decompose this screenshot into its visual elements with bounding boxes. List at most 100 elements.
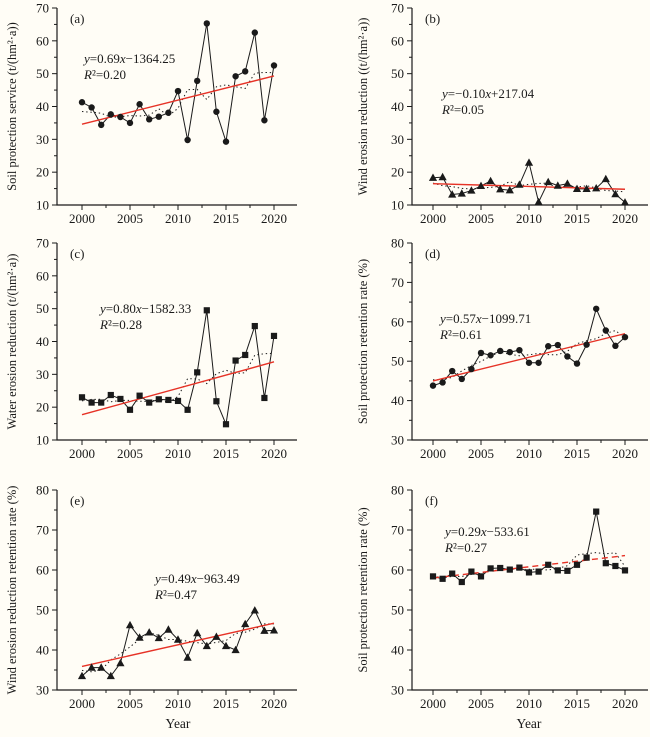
y-tick-label: 50 bbox=[391, 354, 404, 369]
data-point-square bbox=[78, 394, 86, 401]
data-point-triangle bbox=[97, 663, 106, 671]
data-point-circle bbox=[525, 359, 533, 366]
y-axis-title: Water erosion reduction (t/(hm²·a)) bbox=[5, 254, 19, 430]
y-tick-label: 70 bbox=[391, 275, 404, 290]
data-point-circle bbox=[98, 121, 105, 129]
y-axis-title: Soil protection retention rate (%) bbox=[356, 259, 370, 424]
data-point-square bbox=[535, 568, 542, 575]
data-point-triangle bbox=[212, 632, 221, 640]
data-point-triangle bbox=[611, 189, 620, 198]
data-point-triangle bbox=[457, 189, 466, 197]
data-point-circle bbox=[564, 353, 571, 360]
y-tick-label: 80 bbox=[36, 483, 49, 498]
y-tick-label: 20 bbox=[391, 165, 404, 180]
chart-b: 10 20 30 40 50 60 70 2000 2005 2010 2015 2020 Wind e… bbox=[356, 1, 648, 226]
trend-line bbox=[81, 622, 275, 668]
data-point-triangle bbox=[486, 176, 495, 185]
data-point-circle bbox=[497, 347, 504, 355]
data-point-square bbox=[222, 421, 230, 428]
y-tick-label: 60 bbox=[391, 314, 404, 329]
r-squared-label: R²=0.61 bbox=[439, 327, 482, 342]
x-tick-label: 2015 bbox=[564, 696, 590, 711]
panel-letter: (c) bbox=[70, 246, 84, 261]
axis-frame bbox=[56, 243, 297, 441]
y-tick-label: 60 bbox=[36, 33, 49, 48]
chart-f: 30 40 50 60 70 80 2000 2005 2010 2015 2020 Soil pro… bbox=[356, 483, 648, 731]
x-tick-label: 2005 bbox=[468, 211, 494, 226]
x-tick-label: 2000 bbox=[420, 446, 446, 461]
equation-label: y=−0.10x+217.04 bbox=[440, 86, 535, 101]
data-point-circle bbox=[621, 333, 629, 341]
data-point-square bbox=[155, 396, 162, 403]
y-axis-title: Wind erosion reduction ((t/(hm²·a)) bbox=[356, 18, 370, 196]
panel-b: 10 20 30 40 50 60 70 2000 2005 2010 2015 2020 Wind e… bbox=[325, 0, 650, 235]
panel-letter: (f) bbox=[425, 493, 438, 508]
data-point-circle bbox=[477, 349, 485, 357]
data-point-circle bbox=[487, 352, 494, 359]
x-tick-label: 2015 bbox=[213, 211, 239, 226]
x-tick-label: 2015 bbox=[213, 446, 239, 461]
data-point-square bbox=[506, 566, 513, 573]
data-point-square bbox=[545, 561, 552, 568]
data-point-triangle bbox=[620, 198, 630, 206]
data-point-triangle bbox=[476, 181, 486, 190]
y-tick-label: 40 bbox=[391, 99, 404, 114]
data-point-circle bbox=[554, 341, 561, 349]
data-point-triangle bbox=[428, 173, 438, 181]
y-tick-label: 50 bbox=[391, 66, 404, 81]
data-point-circle bbox=[270, 62, 278, 69]
x-tick-label: 2010 bbox=[516, 211, 542, 226]
data-point-square bbox=[621, 567, 629, 574]
data-point-circle bbox=[429, 382, 437, 389]
data-point-triangle bbox=[135, 633, 144, 641]
data-point-square bbox=[136, 392, 143, 399]
data-point-triangle bbox=[106, 671, 115, 680]
panel-letter: (e) bbox=[70, 493, 84, 508]
panel-letter: (b) bbox=[425, 11, 440, 26]
chart-c: 10 20 30 40 50 60 70 2000 2005 2010 2015 2020 Water … bbox=[5, 236, 297, 461]
data-point-square bbox=[251, 322, 258, 330]
data-point-triangle bbox=[563, 179, 572, 187]
data-point-square bbox=[146, 399, 153, 406]
moving-average-line bbox=[432, 181, 626, 193]
data-point-triangle bbox=[515, 180, 524, 188]
data-point-square bbox=[487, 565, 494, 572]
data-point-square bbox=[449, 570, 456, 577]
data-point-square bbox=[203, 307, 210, 314]
data-point-square bbox=[184, 406, 191, 413]
y-tick-label: 70 bbox=[36, 1, 49, 16]
x-tick-label: 2015 bbox=[564, 446, 590, 461]
y-tick-label: 40 bbox=[36, 99, 49, 114]
moving-average-line bbox=[81, 623, 275, 673]
y-tick-label: 30 bbox=[36, 367, 49, 382]
moving-average-line bbox=[432, 552, 626, 579]
data-point-square bbox=[117, 395, 124, 403]
data-point-square bbox=[126, 406, 134, 413]
data-point-circle bbox=[232, 73, 239, 80]
data-point-square bbox=[468, 568, 475, 575]
data-point-square bbox=[165, 396, 172, 404]
data-point-circle bbox=[583, 341, 590, 348]
r-squared-label: R²=0.28 bbox=[99, 317, 142, 332]
y-tick-label: 70 bbox=[36, 236, 49, 251]
data-point-circle bbox=[174, 87, 182, 95]
data-point-circle bbox=[117, 113, 124, 121]
y-tick-label: 70 bbox=[391, 1, 404, 16]
data-point-triangle bbox=[534, 197, 543, 206]
data-point-triangle bbox=[231, 645, 240, 654]
x-tick-label: 2010 bbox=[165, 446, 191, 461]
y-tick-label: 60 bbox=[36, 268, 49, 283]
x-tick-label: 2010 bbox=[165, 211, 191, 226]
x-tick-label: 2010 bbox=[516, 446, 542, 461]
data-point-triangle bbox=[164, 625, 173, 633]
y-tick-label: 30 bbox=[391, 433, 404, 448]
y-tick-label: 80 bbox=[391, 236, 404, 251]
y-axis-title: Wind erosion reduction retention rate (%… bbox=[5, 486, 19, 695]
data-point-square bbox=[602, 560, 609, 567]
data-point-triangle bbox=[544, 177, 553, 186]
panel-e: 30 40 50 60 70 80 2000 2005 2010 2015 2020 Wind ero… bbox=[0, 470, 325, 737]
data-point-circle bbox=[458, 375, 465, 383]
data-point-triangle bbox=[77, 671, 87, 680]
y-tick-label: 40 bbox=[391, 393, 404, 408]
